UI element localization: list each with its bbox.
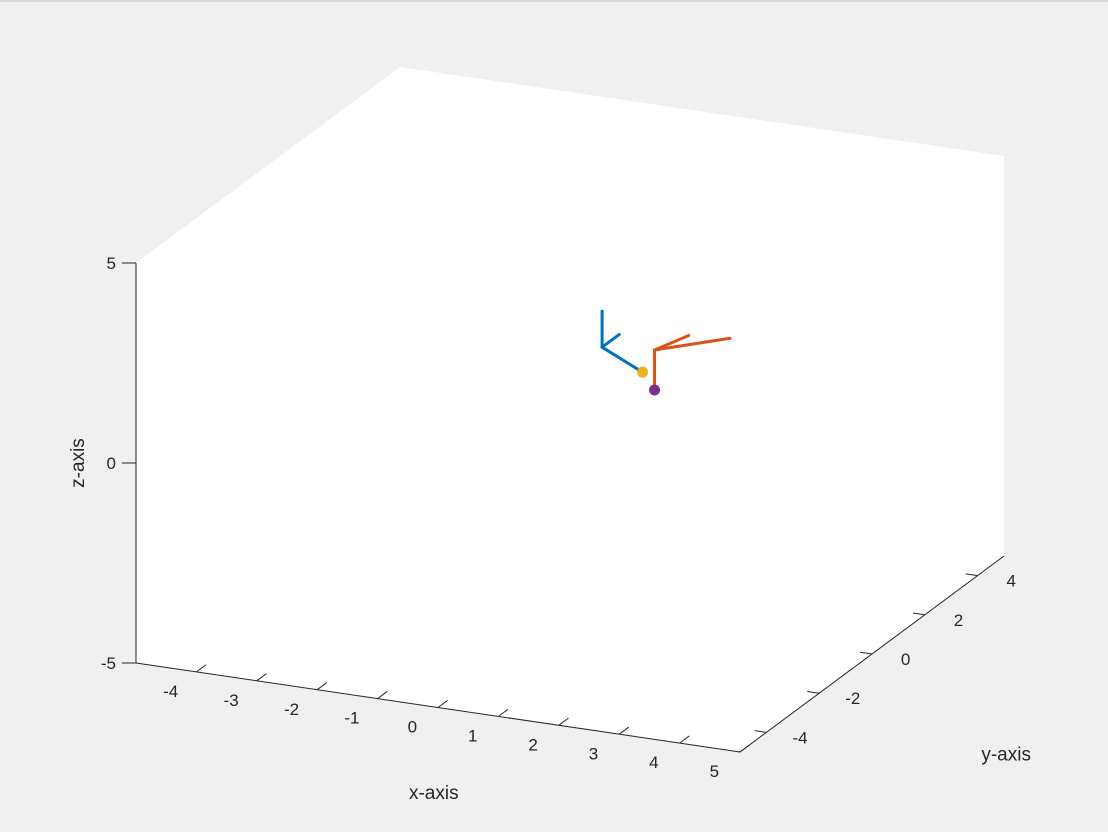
x-tick-mark xyxy=(498,708,509,717)
window-top-border xyxy=(0,0,1108,2)
series-2-segment xyxy=(653,336,732,352)
y-tick-mark xyxy=(807,690,820,694)
y-tick-label: 4 xyxy=(1007,572,1016,591)
x-tick-mark xyxy=(256,673,267,682)
x-tick-label: 4 xyxy=(649,753,658,772)
y-tick-label: -4 xyxy=(792,728,807,747)
x-tick-label: -4 xyxy=(163,682,178,701)
y-tick-label: 2 xyxy=(954,611,963,630)
x-tick-mark xyxy=(437,699,448,708)
x-tick-label: 5 xyxy=(710,762,719,781)
y-tick-mark xyxy=(754,730,767,733)
x-tick-mark xyxy=(679,735,690,744)
z-tick-label: -5 xyxy=(101,654,116,673)
x-tick-mark xyxy=(618,726,630,735)
x-tick-label: -2 xyxy=(284,700,299,719)
data-point xyxy=(636,366,648,378)
x-axis-label: x-axis xyxy=(409,783,459,804)
z-axis-label: z-axis xyxy=(68,438,89,488)
x-tick-label: 1 xyxy=(468,726,477,745)
x-tick-label: -1 xyxy=(344,709,359,728)
x-tick-label: 3 xyxy=(589,744,598,763)
x-tick-mark xyxy=(316,682,328,691)
z-tick-label: 5 xyxy=(107,254,116,273)
y-axis-label: y-axis xyxy=(981,745,1031,766)
x-tick-label: 0 xyxy=(408,718,417,737)
z-tick-label: 0 xyxy=(107,454,116,473)
x-tick-mark xyxy=(558,717,569,726)
x-tick-mark xyxy=(377,691,388,700)
y-tick-mark xyxy=(860,651,873,655)
data-layer xyxy=(600,309,732,396)
x-tick-label: 2 xyxy=(528,735,537,754)
x-tick-label: -3 xyxy=(224,691,239,710)
series-1-segment xyxy=(600,345,644,374)
x-tick-mark xyxy=(196,664,207,673)
x-tick-mark xyxy=(739,744,750,753)
axes-background xyxy=(136,67,1004,752)
y-tick-label: -2 xyxy=(845,689,860,708)
y-tick-label: 0 xyxy=(901,650,910,669)
axes-layer: -4 -3 -2 -1 0 1 2 3 4 5 -4 -2 0 2 4 -5 0 5 xyxy=(101,254,1016,781)
data-point xyxy=(649,384,661,396)
series-1-segment xyxy=(600,332,621,349)
y-tick-mark xyxy=(965,573,978,577)
y-tick-mark xyxy=(912,612,925,616)
series-2-segment xyxy=(653,333,691,352)
